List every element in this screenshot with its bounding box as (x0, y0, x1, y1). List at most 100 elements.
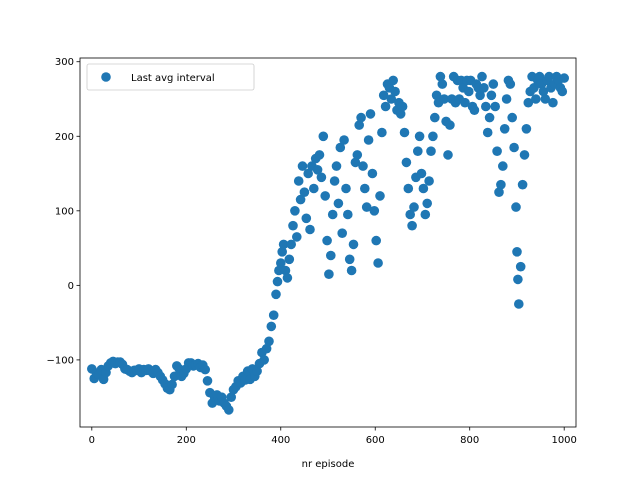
data-point (512, 247, 522, 257)
data-point (380, 101, 391, 112)
data-point (424, 176, 434, 186)
x-tick-label: 800 (460, 435, 479, 446)
data-point (507, 112, 517, 123)
data-point (418, 183, 429, 194)
data-point (369, 206, 380, 216)
data-point (331, 161, 342, 171)
data-point (266, 321, 277, 332)
data-point (322, 235, 332, 246)
data-point (426, 146, 436, 156)
data-point (346, 265, 357, 276)
x-tick-label: 1000 (551, 435, 576, 446)
data-point (335, 142, 346, 153)
legend: Last avg interval (86, 63, 255, 91)
data-point (405, 209, 416, 220)
data-point (499, 124, 510, 134)
data-point (226, 392, 236, 403)
data-point (519, 150, 530, 160)
data-point (252, 366, 262, 376)
data-point (496, 179, 506, 190)
data-point (327, 209, 338, 220)
data-point (443, 150, 453, 160)
data-point (395, 109, 406, 119)
data-point (264, 336, 274, 347)
data-point (271, 289, 281, 300)
data-point (288, 220, 298, 231)
data-point (316, 172, 327, 183)
data-point (348, 239, 359, 250)
data-point (320, 191, 331, 201)
data-point (277, 247, 288, 257)
data-point (314, 150, 325, 160)
data-point (341, 183, 351, 194)
data-point (169, 371, 180, 382)
x-axis-label: nr episode (302, 459, 355, 470)
data-point (390, 86, 400, 97)
data-point (482, 127, 493, 138)
data-point (534, 71, 545, 82)
data-point (268, 310, 279, 321)
data-point (373, 258, 383, 268)
data-point (358, 161, 368, 171)
data-point (337, 228, 348, 238)
data-point (363, 135, 374, 145)
y-tick-label: 0 (68, 281, 74, 292)
x-axis-ticks: 0 200 400 600 800 1000 (89, 427, 577, 446)
data-point (367, 168, 378, 179)
data-point (397, 101, 408, 112)
data-point (501, 94, 512, 104)
data-point (297, 161, 308, 171)
data-point (292, 232, 302, 242)
data-point (513, 274, 523, 285)
data-point (259, 355, 270, 365)
data-point (422, 198, 433, 209)
legend-box (86, 63, 255, 91)
data-point (284, 254, 295, 265)
data-point (272, 276, 283, 287)
data-point (430, 112, 440, 123)
data-point (498, 161, 508, 171)
data-point (333, 198, 344, 209)
data-point (303, 168, 314, 179)
data-point (312, 165, 323, 175)
data-point (414, 131, 425, 142)
data-point (286, 239, 297, 250)
data-point (481, 101, 491, 112)
data-point (401, 157, 412, 168)
data-point (344, 254, 355, 265)
data-point (293, 176, 304, 186)
data-point (278, 239, 289, 250)
data-point (295, 194, 306, 205)
x-tick-label: 600 (366, 435, 385, 446)
data-point (521, 124, 532, 134)
data-point (290, 206, 300, 216)
data-point (428, 131, 438, 142)
data-point (437, 79, 448, 89)
x-tick-label: 400 (271, 435, 290, 446)
data-point (488, 79, 499, 89)
data-point (318, 131, 329, 142)
data-point (484, 112, 495, 123)
data-point (399, 127, 410, 138)
data-point (409, 202, 419, 212)
data-point (388, 75, 399, 86)
data-point (479, 83, 489, 93)
data-point (439, 94, 450, 104)
y-axis-ticks: −100 0 100 200 300 (47, 57, 80, 366)
data-point (469, 105, 480, 115)
y-tick-label: 100 (55, 206, 74, 217)
data-point (511, 202, 521, 212)
data-point (202, 376, 213, 386)
data-point (301, 213, 312, 224)
data-point (352, 150, 363, 160)
data-point (505, 79, 516, 89)
data-point (486, 90, 497, 101)
data-point (261, 343, 272, 354)
data-point (538, 86, 549, 97)
data-point (282, 273, 293, 283)
data-point (515, 261, 526, 272)
data-point (523, 97, 534, 108)
data-point (365, 109, 376, 119)
data-point (435, 71, 446, 82)
